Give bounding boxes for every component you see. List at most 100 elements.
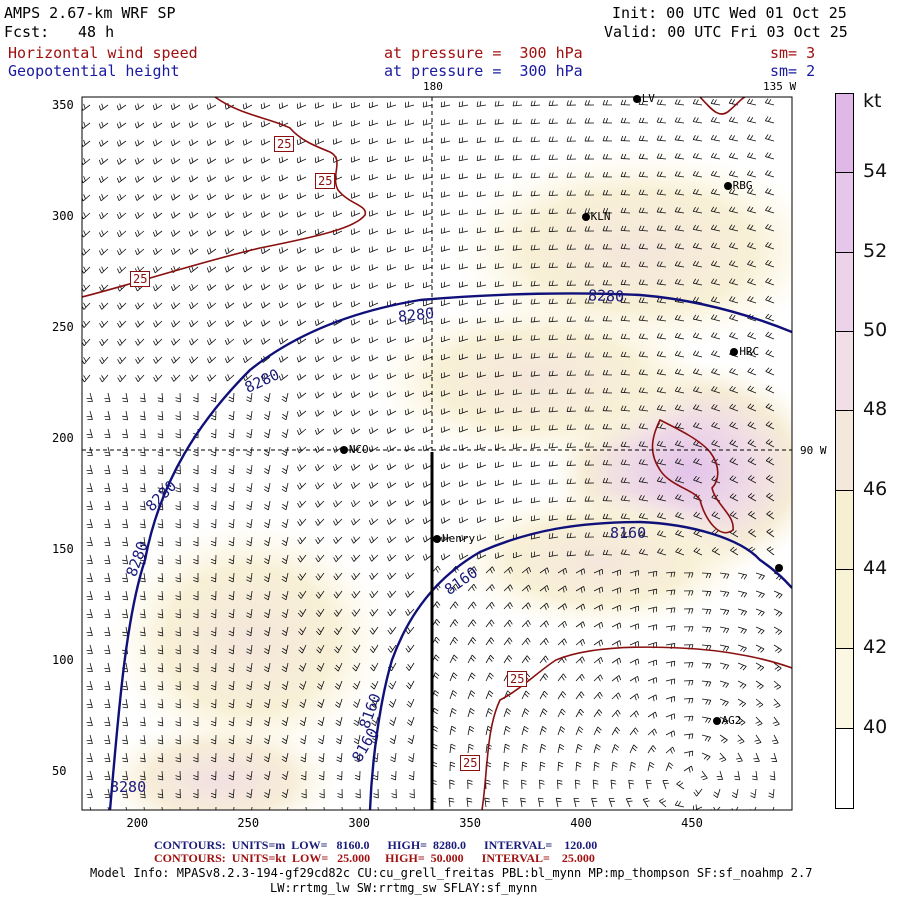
wind-barb xyxy=(494,552,505,559)
wind-barb xyxy=(299,698,307,709)
wind-barb xyxy=(747,278,757,286)
wind-barb xyxy=(539,620,549,628)
wind-barb xyxy=(765,331,775,340)
colorbar-tick xyxy=(835,489,853,491)
wind-barb xyxy=(656,458,667,466)
wind-barb xyxy=(152,247,163,256)
wind-barb xyxy=(674,189,685,196)
wind-barb xyxy=(719,716,729,725)
wind-barb xyxy=(175,518,181,529)
wind-barb xyxy=(86,392,93,403)
wind-barb xyxy=(332,337,343,344)
speed-contour-ne xyxy=(699,97,746,115)
wind-barb xyxy=(629,605,639,613)
wind-barb xyxy=(692,332,703,340)
wind-barb xyxy=(188,139,199,147)
y-tick-label: 350 xyxy=(52,97,74,112)
wind-barb xyxy=(206,247,217,255)
wind-barb xyxy=(423,336,433,343)
wind-barb xyxy=(692,99,703,106)
wind-barb xyxy=(659,798,667,808)
wind-barb xyxy=(575,638,586,646)
wind-barb xyxy=(139,770,146,781)
wind-barb xyxy=(135,374,145,382)
wind-barb xyxy=(638,171,649,178)
wind-barb xyxy=(530,497,541,504)
wind-barb xyxy=(476,371,487,378)
wind-barb xyxy=(675,511,685,520)
wind-barb xyxy=(512,515,523,522)
wind-barb xyxy=(296,228,307,236)
wind-barb xyxy=(350,373,361,380)
wind-barb xyxy=(193,644,199,655)
wind-barb xyxy=(575,603,586,611)
wind-barb xyxy=(512,407,523,414)
wind-barb xyxy=(692,188,703,196)
wind-barb xyxy=(278,337,289,345)
wind-barb xyxy=(710,206,721,214)
wind-barb xyxy=(404,390,415,398)
wind-barb xyxy=(387,228,397,235)
wind-barb xyxy=(369,192,379,199)
wind-barb xyxy=(332,246,343,254)
wind-barb xyxy=(210,716,217,727)
wind-barb xyxy=(210,590,217,601)
wind-barb xyxy=(449,707,457,718)
wind-barb xyxy=(494,172,505,179)
wind-barb xyxy=(260,373,271,381)
wind-barb xyxy=(104,626,111,637)
wind-barb xyxy=(134,157,145,165)
wind-barb xyxy=(333,590,343,599)
wind-barb xyxy=(719,626,730,634)
wind-barb xyxy=(593,744,601,754)
wind-barb xyxy=(735,752,743,763)
wind-barb xyxy=(297,608,307,618)
wind-barb xyxy=(575,656,585,664)
wind-barb xyxy=(315,608,325,617)
wind-barb xyxy=(314,102,325,109)
wind-barb xyxy=(728,260,739,268)
wind-barb xyxy=(440,227,451,234)
wind-barb xyxy=(387,590,397,598)
wind-barb xyxy=(86,410,93,421)
wind-barb xyxy=(530,208,541,215)
wind-barb xyxy=(228,572,235,583)
wind-barb xyxy=(530,370,541,377)
wind-barb xyxy=(737,734,745,744)
wind-barb xyxy=(242,193,253,200)
wind-barb xyxy=(369,626,379,635)
wind-barb xyxy=(548,551,559,558)
wind-barb xyxy=(584,172,595,178)
wind-barb xyxy=(175,752,181,763)
wind-barb xyxy=(701,680,712,687)
station-label: LV xyxy=(641,92,655,106)
wind-barb xyxy=(263,698,271,709)
wind-barb xyxy=(139,788,146,799)
wind-barb xyxy=(333,608,343,617)
wind-barb xyxy=(638,387,649,394)
y-tick-label: 250 xyxy=(52,320,74,334)
wind-barb xyxy=(370,698,379,708)
wind-barb xyxy=(755,590,765,599)
wind-barb xyxy=(548,118,559,124)
wind-barb xyxy=(710,134,721,142)
wind-barb xyxy=(731,806,739,810)
wind-barb xyxy=(656,476,667,484)
wind-barb xyxy=(602,423,613,430)
wind-barb xyxy=(512,208,523,215)
wind-barb xyxy=(665,625,676,632)
wind-barb xyxy=(263,662,271,673)
wind-barb xyxy=(656,315,667,322)
wind-barb xyxy=(139,590,146,601)
wind-barb xyxy=(332,120,343,127)
colorbar-unit: kt xyxy=(863,90,882,112)
wind-barb xyxy=(405,282,415,289)
wind-barb xyxy=(139,626,146,637)
wind-barb xyxy=(656,404,667,412)
wind-barb xyxy=(387,246,397,253)
wind-barb xyxy=(620,117,631,124)
wind-barb xyxy=(193,536,199,547)
wind-barb xyxy=(458,317,469,324)
wind-barb xyxy=(157,410,164,421)
